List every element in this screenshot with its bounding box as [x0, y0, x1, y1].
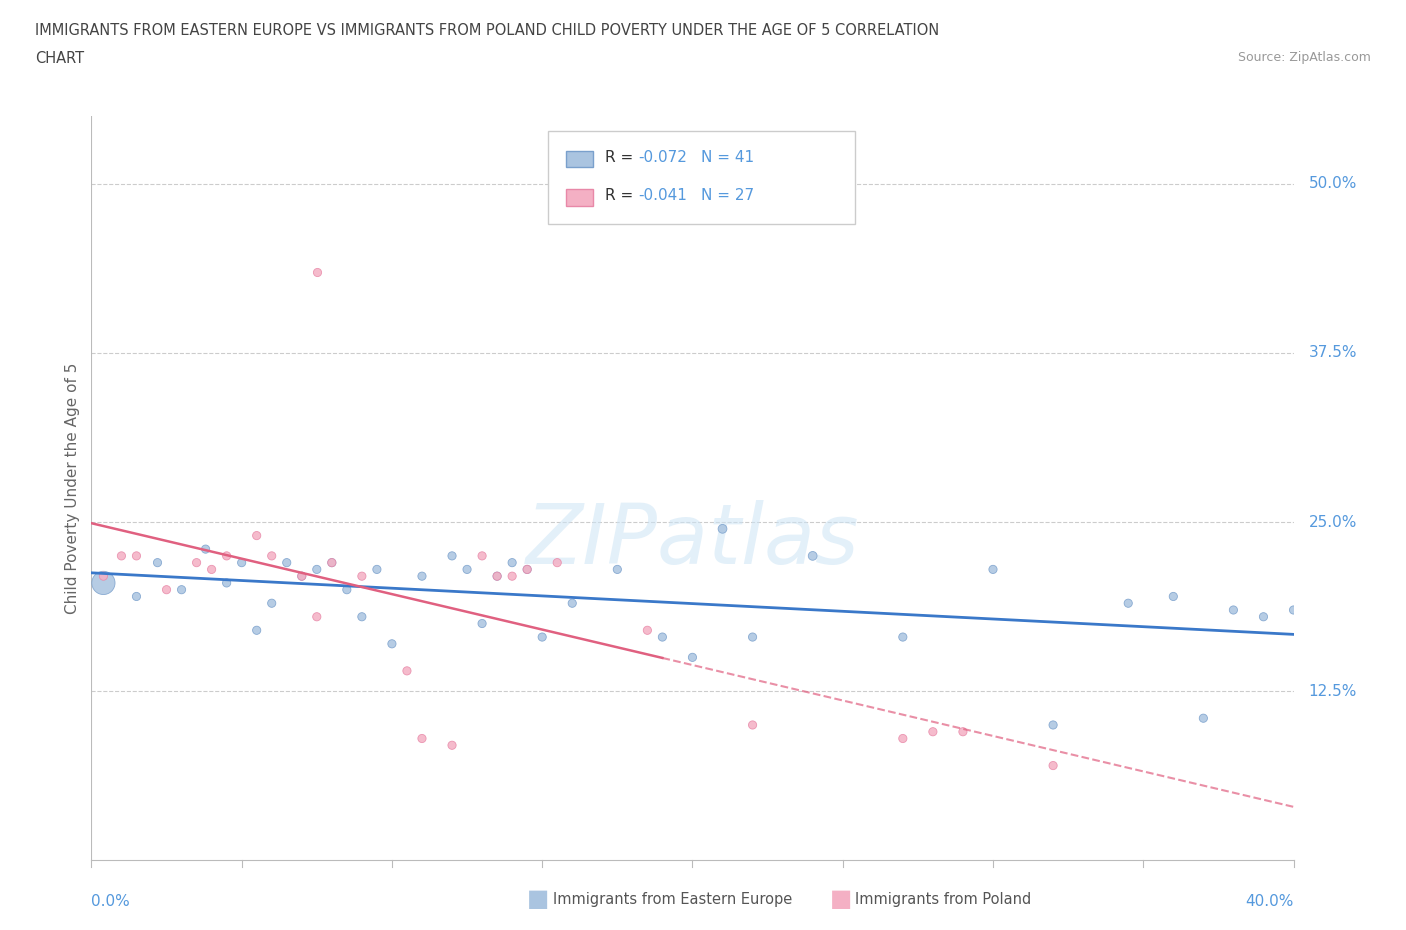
FancyBboxPatch shape	[567, 190, 593, 206]
Point	[201, 562, 224, 577]
Point	[501, 569, 523, 584]
Point	[681, 650, 703, 665]
Point	[395, 663, 418, 678]
Point	[276, 555, 298, 570]
Point	[1042, 718, 1064, 733]
Text: ■: ■	[830, 887, 852, 911]
Text: N = 27: N = 27	[700, 189, 754, 204]
Point	[93, 576, 115, 591]
Point	[1042, 758, 1064, 773]
Point	[260, 549, 283, 564]
Point	[456, 562, 478, 577]
Point	[531, 630, 554, 644]
Point	[1222, 603, 1244, 618]
Point	[801, 549, 824, 564]
Text: Source: ZipAtlas.com: Source: ZipAtlas.com	[1237, 51, 1371, 64]
Point	[350, 609, 373, 624]
Text: 37.5%: 37.5%	[1309, 345, 1357, 361]
Point	[441, 737, 464, 752]
Text: 40.0%: 40.0%	[1246, 894, 1294, 909]
Point	[1161, 589, 1184, 604]
Point	[411, 569, 433, 584]
Text: IMMIGRANTS FROM EASTERN EUROPE VS IMMIGRANTS FROM POLAND CHILD POVERTY UNDER THE: IMMIGRANTS FROM EASTERN EUROPE VS IMMIGR…	[35, 23, 939, 38]
Point	[1282, 603, 1305, 618]
Point	[321, 555, 343, 570]
Point	[981, 562, 1004, 577]
Point	[194, 541, 217, 556]
Point	[170, 582, 193, 597]
Point	[1192, 711, 1215, 725]
Point	[336, 582, 359, 597]
Point	[291, 569, 314, 584]
Text: ■: ■	[527, 887, 550, 911]
Point	[305, 264, 328, 279]
Point	[606, 562, 628, 577]
Point	[891, 731, 914, 746]
Point	[291, 569, 314, 584]
Point	[146, 555, 169, 570]
Point	[486, 569, 509, 584]
Point	[305, 562, 328, 577]
Text: Immigrants from Eastern Europe: Immigrants from Eastern Europe	[553, 892, 792, 907]
Point	[471, 616, 494, 631]
Point	[471, 549, 494, 564]
FancyBboxPatch shape	[567, 151, 593, 167]
Point	[155, 582, 177, 597]
Text: -0.072: -0.072	[638, 150, 688, 165]
Text: 12.5%: 12.5%	[1309, 684, 1357, 698]
Point	[110, 549, 132, 564]
Point	[381, 636, 404, 651]
Y-axis label: Child Poverty Under the Age of 5: Child Poverty Under the Age of 5	[65, 363, 80, 614]
Point	[741, 718, 763, 733]
Point	[186, 555, 208, 570]
Point	[246, 528, 269, 543]
Text: -0.041: -0.041	[638, 189, 688, 204]
Point	[125, 589, 148, 604]
Text: N = 41: N = 41	[700, 150, 754, 165]
Point	[636, 623, 658, 638]
Point	[922, 724, 945, 739]
Point	[651, 630, 673, 644]
Point	[952, 724, 974, 739]
Point	[125, 549, 148, 564]
Text: CHART: CHART	[35, 51, 84, 66]
Text: ZIPatlas: ZIPatlas	[526, 499, 859, 581]
Point	[246, 623, 269, 638]
Text: 50.0%: 50.0%	[1309, 177, 1357, 192]
Point	[561, 596, 583, 611]
Point	[441, 549, 464, 564]
Point	[516, 562, 538, 577]
Point	[305, 609, 328, 624]
FancyBboxPatch shape	[548, 131, 855, 224]
Text: 25.0%: 25.0%	[1309, 514, 1357, 529]
Point	[891, 630, 914, 644]
Text: Immigrants from Poland: Immigrants from Poland	[855, 892, 1031, 907]
Point	[321, 555, 343, 570]
Point	[93, 569, 115, 584]
Point	[260, 596, 283, 611]
Point	[350, 569, 373, 584]
Point	[411, 731, 433, 746]
Text: R =: R =	[605, 189, 638, 204]
Point	[486, 569, 509, 584]
Point	[516, 562, 538, 577]
Text: 0.0%: 0.0%	[91, 894, 131, 909]
Point	[231, 555, 253, 570]
Point	[1253, 609, 1275, 624]
Point	[1116, 596, 1139, 611]
Point	[215, 549, 238, 564]
Point	[741, 630, 763, 644]
Point	[215, 576, 238, 591]
Point	[711, 522, 734, 537]
Text: R =: R =	[605, 150, 638, 165]
Point	[546, 555, 568, 570]
Point	[501, 555, 523, 570]
Point	[366, 562, 388, 577]
